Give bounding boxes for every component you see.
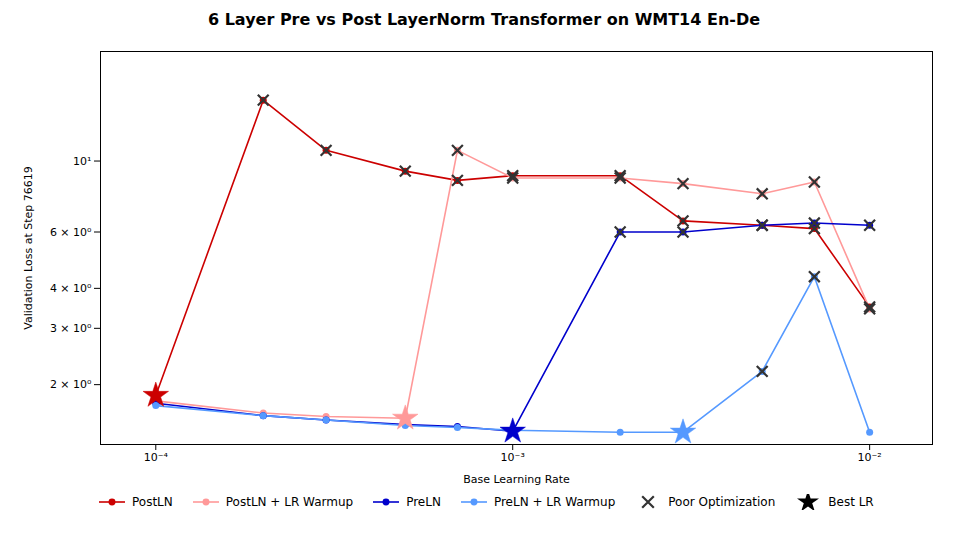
- svg-text:Base Learning Rate: Base Learning Rate: [463, 473, 570, 486]
- svg-text:6 × 10⁰: 6 × 10⁰: [50, 226, 92, 239]
- html-text:Poor Optimization: Poor Optimization: [668, 495, 776, 509]
- html-text:PreLN: PreLN: [406, 495, 441, 509]
- html-text:6 Layer Pre vs Post LayerNorm: 6 Layer Pre vs Post LayerNorm Transforme…: [207, 10, 760, 29]
- svg-text:10¹: 10¹: [73, 155, 91, 168]
- svg-text:10⁻⁴: 10⁻⁴: [144, 451, 169, 464]
- svg-text:10⁻²: 10⁻²: [858, 451, 882, 464]
- svg-text:2 × 10⁰: 2 × 10⁰: [50, 378, 92, 391]
- svg-text:4 × 10⁰: 4 × 10⁰: [50, 282, 92, 295]
- svg-text:3 × 10⁰: 3 × 10⁰: [50, 322, 92, 335]
- html-text:PostLN + LR Warmup: PostLN + LR Warmup: [225, 495, 354, 509]
- html-text:PreLN + LR Warmup: PreLN + LR Warmup: [493, 495, 616, 509]
- html-text:PostLN: PostLN: [132, 495, 173, 509]
- html-text:Best LR: Best LR: [828, 495, 874, 509]
- svg-text:Validation Loss at Step 76619: Validation Loss at Step 76619: [22, 166, 35, 330]
- svg-text:10⁻³: 10⁻³: [501, 451, 525, 464]
